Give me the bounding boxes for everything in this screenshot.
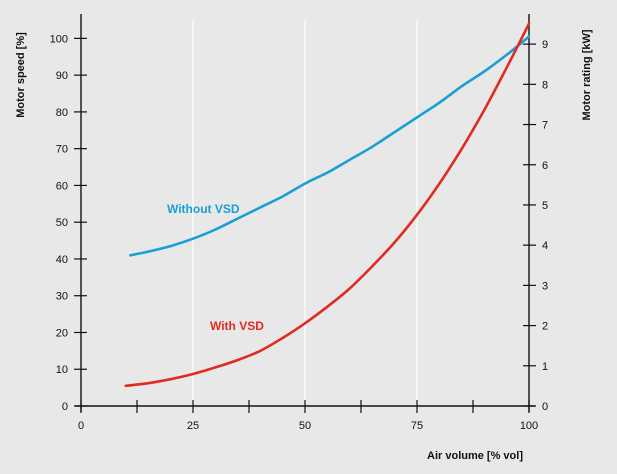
left-tick-label-40: 40 bbox=[56, 254, 68, 266]
x-axis-ticks: 0 25 50 75 100 bbox=[78, 400, 538, 432]
left-tick-label-20: 20 bbox=[56, 327, 68, 339]
right-tick-label-6: 6 bbox=[542, 160, 548, 172]
left-tick-label-0: 0 bbox=[62, 401, 68, 413]
series-label-without-vsd: Without VSD bbox=[167, 202, 240, 216]
left-tick-label-90: 90 bbox=[56, 70, 68, 82]
right-axis-ticks: 0 1 2 3 4 5 6 7 8 9 bbox=[523, 39, 548, 413]
left-tick-label-80: 80 bbox=[56, 107, 68, 119]
x-tick-label-25: 25 bbox=[187, 420, 199, 432]
series-label-with-vsd: With VSD bbox=[210, 319, 264, 333]
x-tick-label-75: 75 bbox=[411, 420, 423, 432]
x-tick-label-50: 50 bbox=[299, 420, 311, 432]
left-tick-label-50: 50 bbox=[56, 217, 68, 229]
series-line-0 bbox=[129, 35, 531, 257]
left-tick-label-100: 100 bbox=[50, 33, 68, 45]
y-axis-title-left: Motor speed [%] bbox=[15, 32, 27, 118]
right-tick-label-5: 5 bbox=[542, 200, 548, 212]
x-tick-label-0: 0 bbox=[78, 420, 84, 432]
series-line-1 bbox=[124, 22, 531, 388]
x-tick-label-100: 100 bbox=[520, 420, 538, 432]
left-tick-label-10: 10 bbox=[56, 364, 68, 376]
right-tick-label-4: 4 bbox=[542, 240, 548, 252]
x-axis-title: Air volume [% vol] bbox=[427, 450, 523, 462]
left-tick-label-70: 70 bbox=[56, 144, 68, 156]
left-tick-label-60: 60 bbox=[56, 180, 68, 192]
right-tick-label-2: 2 bbox=[542, 321, 548, 333]
series-lines bbox=[124, 22, 531, 388]
right-tick-label-9: 9 bbox=[542, 39, 548, 51]
right-tick-label-7: 7 bbox=[542, 120, 548, 132]
right-tick-label-8: 8 bbox=[542, 79, 548, 91]
right-tick-label-1: 1 bbox=[542, 361, 548, 373]
right-tick-label-3: 3 bbox=[542, 280, 548, 292]
y-axis-title-right: Motor rating [kW] bbox=[581, 29, 593, 120]
left-tick-label-30: 30 bbox=[56, 291, 68, 303]
right-tick-label-0: 0 bbox=[542, 401, 548, 413]
left-axis-ticks: 0 10 20 30 40 50 60 70 80 90 100 bbox=[50, 33, 87, 413]
